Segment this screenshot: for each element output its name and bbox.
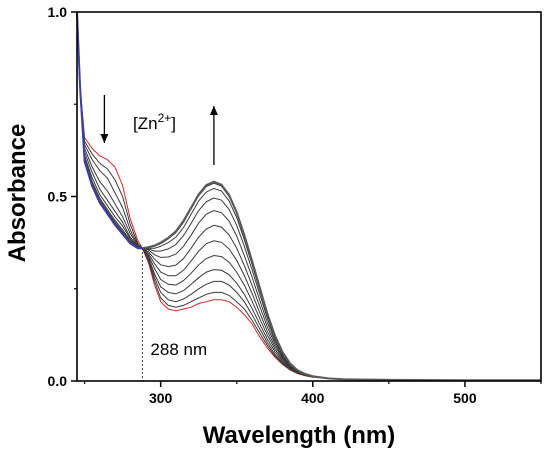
series-line-2 xyxy=(76,11,541,381)
plot-frame xyxy=(76,11,542,382)
series-line-5 xyxy=(76,11,541,381)
y-axis-title: Absorbance xyxy=(4,124,31,263)
series-line-11 xyxy=(76,11,541,381)
y-tick-label-1.0: 1.0 xyxy=(48,4,68,20)
axes-layer xyxy=(76,11,542,382)
y-tick-label-0.0: 0.0 xyxy=(48,373,68,389)
x-tick-label-400: 400 xyxy=(301,390,325,406)
titrant-label-suffix: ] xyxy=(171,114,176,133)
arrow-head xyxy=(100,134,109,143)
series-line-10 xyxy=(76,11,541,381)
series-line-12 xyxy=(76,11,541,382)
titrant-label-sup: 2+ xyxy=(158,111,172,125)
series-line-3 xyxy=(76,11,541,381)
arrow-head xyxy=(209,106,218,115)
increase-arrow-icon xyxy=(209,106,218,165)
x-axis-title: Wavelength (nm) xyxy=(203,422,395,449)
series-line-1 xyxy=(76,11,541,381)
series-line-8 xyxy=(76,11,541,381)
x-tick-label-500: 500 xyxy=(453,390,477,406)
isosbestic-label: 288 nm xyxy=(150,340,207,359)
y-tick-label-0.5: 0.5 xyxy=(48,189,68,205)
ticks-layer: 300 400 500 0.0 0.5 1.0 xyxy=(48,4,542,406)
titrant-label-prefix: [Zn xyxy=(133,114,158,133)
series-line-4 xyxy=(76,11,541,381)
series-line-final-overlay xyxy=(76,11,143,249)
x-tick-label-300: 300 xyxy=(149,390,173,406)
series-line-9 xyxy=(76,11,541,381)
titrant-label: [Zn2+] xyxy=(133,111,176,133)
series-line-6 xyxy=(76,11,541,381)
annotation-layer: 288 nm [Zn2+] xyxy=(100,95,218,381)
series-layer xyxy=(76,11,541,382)
decrease-arrow-icon xyxy=(100,95,109,143)
series-line-7 xyxy=(76,11,541,381)
